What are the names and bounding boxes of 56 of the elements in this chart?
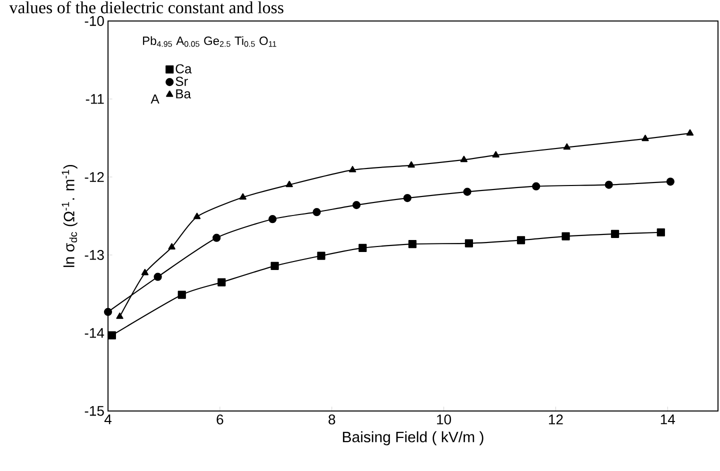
legend-label: Ca — [176, 64, 192, 74]
point — [464, 239, 474, 248]
point — [604, 180, 613, 189]
point — [178, 290, 186, 299]
x-tick-label: 12 — [548, 414, 563, 424]
point — [168, 243, 176, 250]
point — [317, 252, 326, 260]
point — [116, 312, 124, 319]
point — [642, 134, 649, 142]
point — [352, 201, 361, 210]
point — [239, 193, 246, 200]
text: values of the dielectric constant and loss — [9, 1, 284, 14]
point — [408, 161, 415, 168]
point — [563, 143, 570, 150]
point — [562, 232, 570, 240]
y-tick-label: -13 — [84, 250, 104, 260]
point — [460, 156, 468, 162]
point — [686, 129, 694, 136]
point — [358, 244, 367, 252]
point — [141, 268, 149, 276]
y-axis-title: ln σ$_{dc}$ (Ω$^{-1}$. m$^{-1}$) — [62, 164, 78, 267]
x-tick-label: 10 — [437, 414, 452, 424]
point — [463, 188, 472, 196]
y-tick-label: -10 — [84, 16, 104, 26]
y-tick-label: -14 — [84, 328, 104, 338]
point — [348, 166, 356, 172]
point — [268, 215, 277, 224]
point — [154, 272, 162, 281]
x-tick-label: 8 — [328, 414, 336, 424]
legend-title: A — [150, 94, 160, 104]
legend-label: Sr — [176, 76, 188, 86]
point — [516, 236, 526, 244]
point — [270, 262, 279, 270]
x-axis-title: Baising Field ( kV/m ) — [342, 431, 484, 446]
point — [193, 212, 201, 220]
x-tick-label: 6 — [216, 414, 224, 424]
point — [104, 308, 112, 316]
point — [312, 208, 321, 216]
x-tick-label: 4 — [104, 414, 112, 424]
point — [408, 240, 416, 248]
y-tick-label: -12 — [84, 172, 104, 182]
point — [666, 178, 674, 186]
text: Pb$_{4.95}$ A$_{0.05}$ Ge$_{2.5}$ Ti$_{0.5}$ O$_{11}$ — [143, 36, 276, 47]
point — [492, 151, 500, 158]
x-tick-label: 14 — [660, 414, 675, 424]
point — [532, 182, 540, 190]
legend-label: Ba — [176, 89, 192, 98]
y-tick-label: -15 — [84, 406, 104, 416]
point — [218, 278, 226, 286]
point — [108, 331, 116, 340]
point — [656, 228, 665, 236]
point — [286, 180, 293, 188]
point — [212, 234, 221, 242]
point — [610, 230, 620, 238]
point — [403, 194, 412, 202]
y-tick-label: -11 — [86, 94, 104, 104]
